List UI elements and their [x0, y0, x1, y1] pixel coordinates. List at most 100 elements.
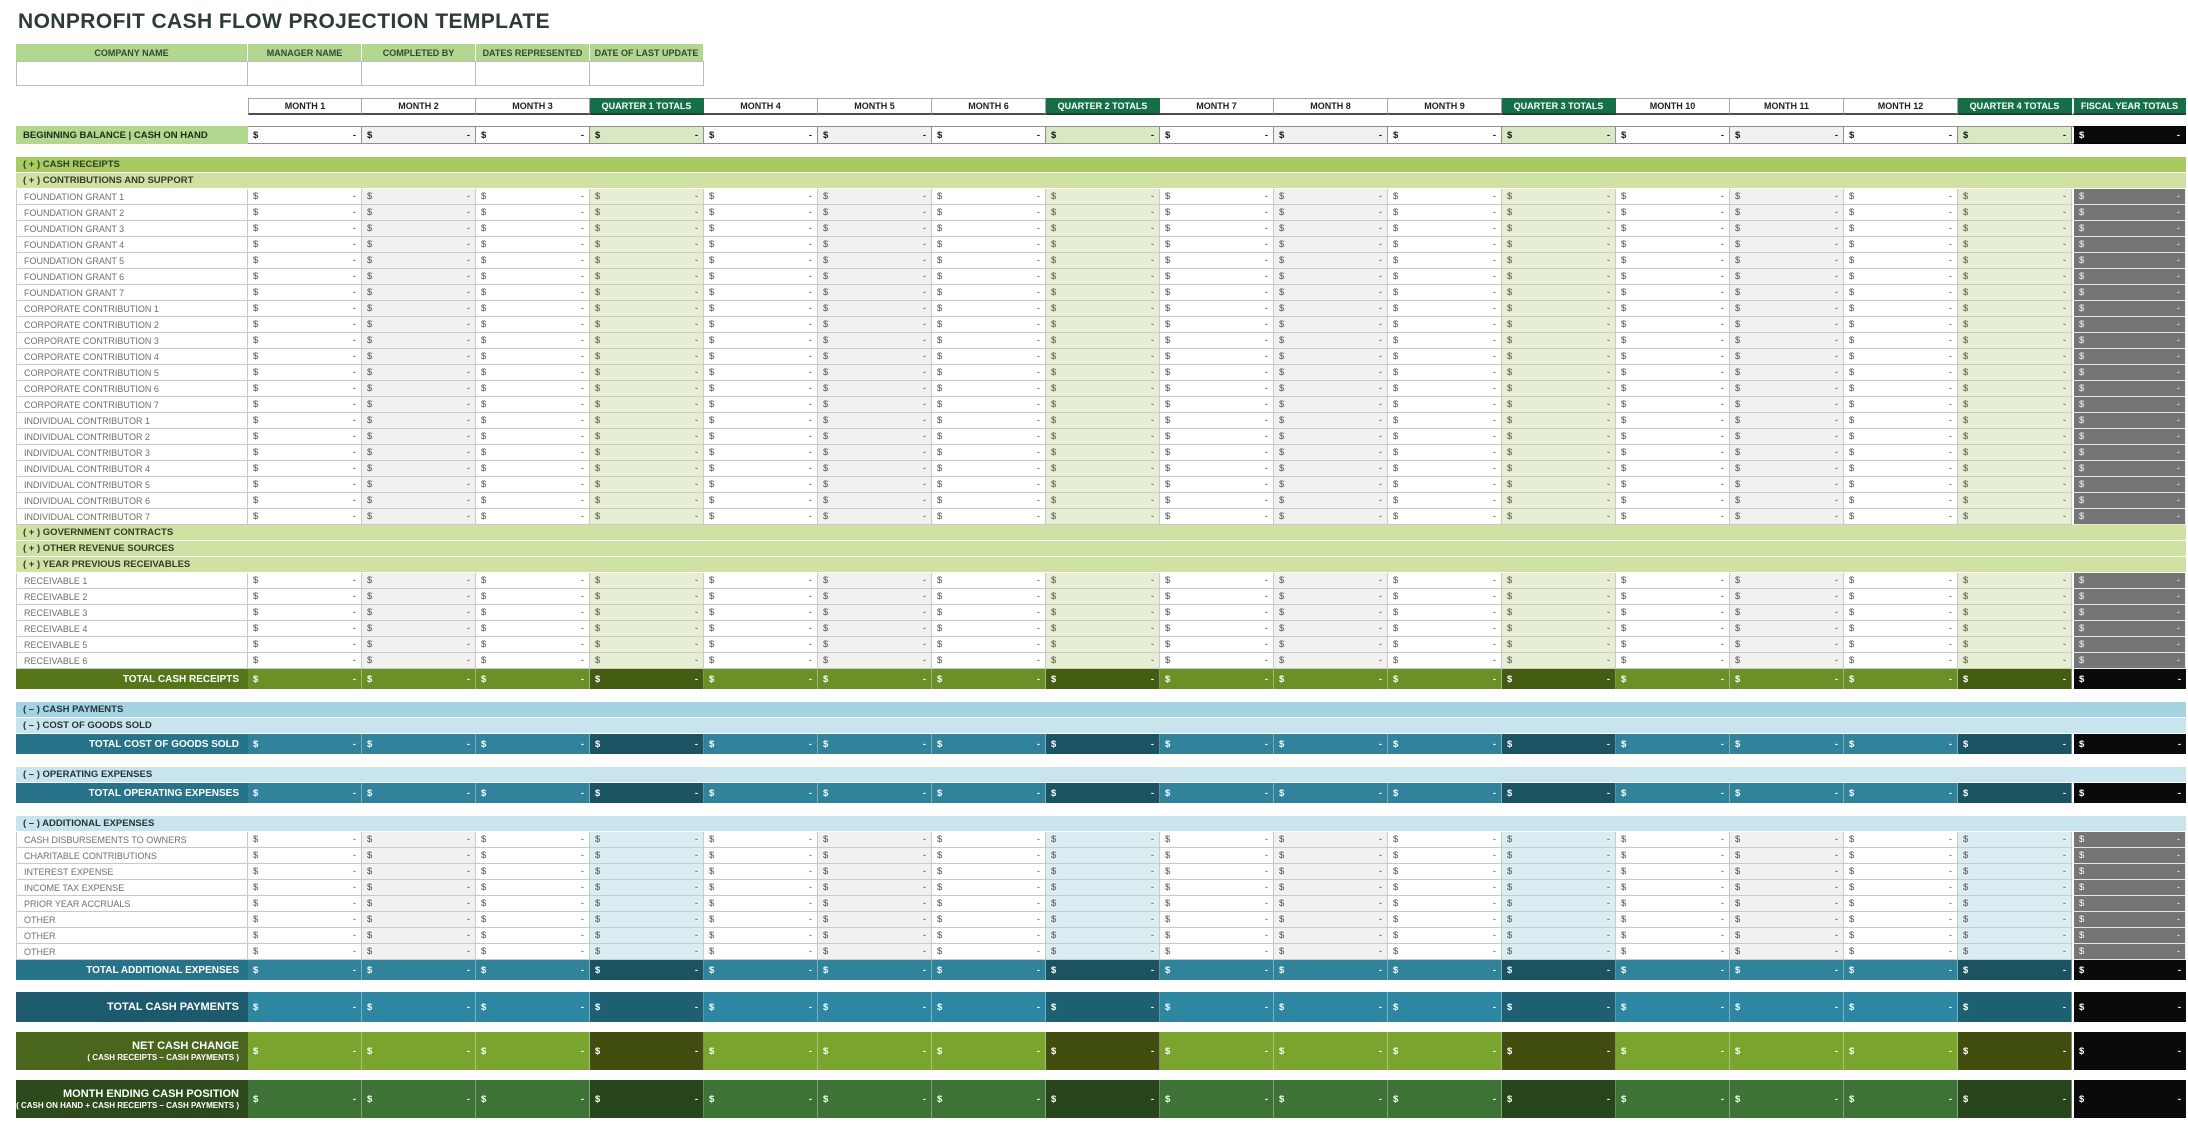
amount-cell[interactable]: $ - — [1844, 333, 1958, 349]
amount-cell[interactable]: $ - — [1730, 445, 1844, 461]
amount-cell[interactable]: $ - — [248, 269, 362, 285]
amount-cell[interactable]: $ - — [1502, 461, 1616, 477]
amount-cell[interactable]: $ - — [2072, 189, 2186, 205]
amount-cell[interactable]: $ - — [1844, 205, 1958, 221]
amount-cell[interactable]: $ - — [1160, 509, 1274, 525]
amount-cell[interactable]: $ - — [1502, 912, 1616, 928]
amount-cell[interactable]: $ - — [1730, 1080, 1844, 1118]
amount-cell[interactable]: $ - — [1502, 637, 1616, 653]
amount-cell[interactable]: $ - — [1502, 285, 1616, 301]
amount-cell[interactable]: $ - — [362, 205, 476, 221]
amount-cell[interactable]: $ - — [1274, 461, 1388, 477]
amount-cell[interactable]: $ - — [1160, 126, 1274, 144]
amount-cell[interactable]: $ - — [1730, 477, 1844, 493]
amount-cell[interactable]: $ - — [1046, 783, 1160, 803]
amount-cell[interactable]: $ - — [1730, 573, 1844, 589]
amount-cell[interactable]: $ - — [476, 365, 590, 381]
amount-cell[interactable]: $ - — [932, 413, 1046, 429]
amount-cell[interactable]: $ - — [1844, 381, 1958, 397]
amount-cell[interactable]: $ - — [1274, 253, 1388, 269]
amount-cell[interactable]: $ - — [1388, 960, 1502, 980]
amount-cell[interactable]: $ - — [476, 381, 590, 397]
amount-cell[interactable]: $ - — [1160, 413, 1274, 429]
amount-cell[interactable]: $ - — [1160, 429, 1274, 445]
amount-cell[interactable]: $ - — [1046, 477, 1160, 493]
amount-cell[interactable]: $ - — [1274, 864, 1388, 880]
amount-cell[interactable]: $ - — [476, 832, 590, 848]
amount-cell[interactable]: $ - — [476, 992, 590, 1022]
amount-cell[interactable]: $ - — [1616, 637, 1730, 653]
amount-cell[interactable]: $ - — [1844, 960, 1958, 980]
amount-cell[interactable]: $ - — [932, 669, 1046, 689]
section-banner-contributions-and-support[interactable]: ( + ) CONTRIBUTIONS AND SUPPORT — [16, 173, 2186, 189]
amount-cell[interactable]: $ - — [1844, 944, 1958, 960]
amount-cell[interactable]: $ - — [1388, 126, 1502, 144]
amount-cell[interactable]: $ - — [1046, 413, 1160, 429]
amount-cell[interactable]: $ - — [1160, 960, 1274, 980]
amount-cell[interactable]: $ - — [704, 1080, 818, 1118]
amount-cell[interactable]: $ - — [1046, 445, 1160, 461]
amount-cell[interactable]: $ - — [1388, 1080, 1502, 1118]
row-label-cell[interactable]: FOUNDATION GRANT 7 — [16, 285, 248, 301]
amount-cell[interactable]: $ - — [1958, 301, 2072, 317]
amount-cell[interactable]: $ - — [1730, 221, 1844, 237]
amount-cell[interactable]: $ - — [1046, 301, 1160, 317]
amount-cell[interactable]: $ - — [932, 445, 1046, 461]
row-label-cell[interactable]: FOUNDATION GRANT 4 — [16, 237, 248, 253]
amount-cell[interactable]: $ - — [1274, 1080, 1388, 1118]
amount-cell[interactable]: $ - — [476, 253, 590, 269]
amount-cell[interactable]: $ - — [1274, 653, 1388, 669]
amount-cell[interactable]: $ - — [1046, 637, 1160, 653]
amount-cell[interactable]: $ - — [704, 944, 818, 960]
amount-cell[interactable]: $ - — [1730, 1032, 1844, 1070]
amount-cell[interactable]: $ - — [362, 1080, 476, 1118]
amount-cell[interactable]: $ - — [1046, 928, 1160, 944]
amount-cell[interactable]: $ - — [932, 637, 1046, 653]
amount-cell[interactable]: $ - — [932, 589, 1046, 605]
amount-cell[interactable]: $ - — [362, 589, 476, 605]
amount-cell[interactable]: $ - — [248, 669, 362, 689]
amount-cell[interactable]: $ - — [362, 944, 476, 960]
amount-cell[interactable]: $ - — [476, 928, 590, 944]
amount-cell[interactable]: $ - — [1160, 896, 1274, 912]
amount-cell[interactable]: $ - — [1046, 429, 1160, 445]
amount-cell[interactable]: $ - — [704, 573, 818, 589]
amount-cell[interactable]: $ - — [1502, 573, 1616, 589]
row-label-cell[interactable]: INDIVIDUAL CONTRIBUTOR 5 — [16, 477, 248, 493]
amount-cell[interactable]: $ - — [476, 205, 590, 221]
amount-cell[interactable]: $ - — [1160, 1080, 1274, 1118]
amount-cell[interactable]: $ - — [1958, 205, 2072, 221]
amount-cell[interactable]: $ - — [1274, 493, 1388, 509]
amount-cell[interactable]: $ - — [1616, 944, 1730, 960]
amount-cell[interactable]: $ - — [932, 1080, 1046, 1118]
amount-cell[interactable]: $ - — [2072, 944, 2186, 960]
amount-cell[interactable]: $ - — [1730, 317, 1844, 333]
amount-cell[interactable]: $ - — [476, 285, 590, 301]
amount-cell[interactable]: $ - — [1274, 734, 1388, 754]
amount-cell[interactable]: $ - — [1388, 317, 1502, 333]
amount-cell[interactable]: $ - — [1160, 637, 1274, 653]
info-input-company-name[interactable] — [16, 61, 248, 86]
amount-cell[interactable]: $ - — [1046, 864, 1160, 880]
amount-cell[interactable]: $ - — [1844, 880, 1958, 896]
amount-cell[interactable]: $ - — [704, 189, 818, 205]
amount-cell[interactable]: $ - — [1730, 944, 1844, 960]
amount-cell[interactable]: $ - — [362, 381, 476, 397]
amount-cell[interactable]: $ - — [2072, 928, 2186, 944]
amount-cell[interactable]: $ - — [1844, 349, 1958, 365]
amount-cell[interactable]: $ - — [2072, 205, 2186, 221]
amount-cell[interactable]: $ - — [1844, 237, 1958, 253]
amount-cell[interactable]: $ - — [932, 880, 1046, 896]
amount-cell[interactable]: $ - — [932, 126, 1046, 144]
amount-cell[interactable]: $ - — [1160, 317, 1274, 333]
amount-cell[interactable]: $ - — [1958, 896, 2072, 912]
amount-cell[interactable]: $ - — [476, 848, 590, 864]
amount-cell[interactable]: $ - — [818, 1080, 932, 1118]
amount-cell[interactable]: $ - — [1502, 349, 1616, 365]
amount-cell[interactable]: $ - — [704, 126, 818, 144]
amount-cell[interactable]: $ - — [1502, 992, 1616, 1022]
amount-cell[interactable]: $ - — [1958, 477, 2072, 493]
amount-cell[interactable]: $ - — [1502, 864, 1616, 880]
row-label-cell[interactable]: CORPORATE CONTRIBUTION 7 — [16, 397, 248, 413]
amount-cell[interactable]: $ - — [2072, 221, 2186, 237]
